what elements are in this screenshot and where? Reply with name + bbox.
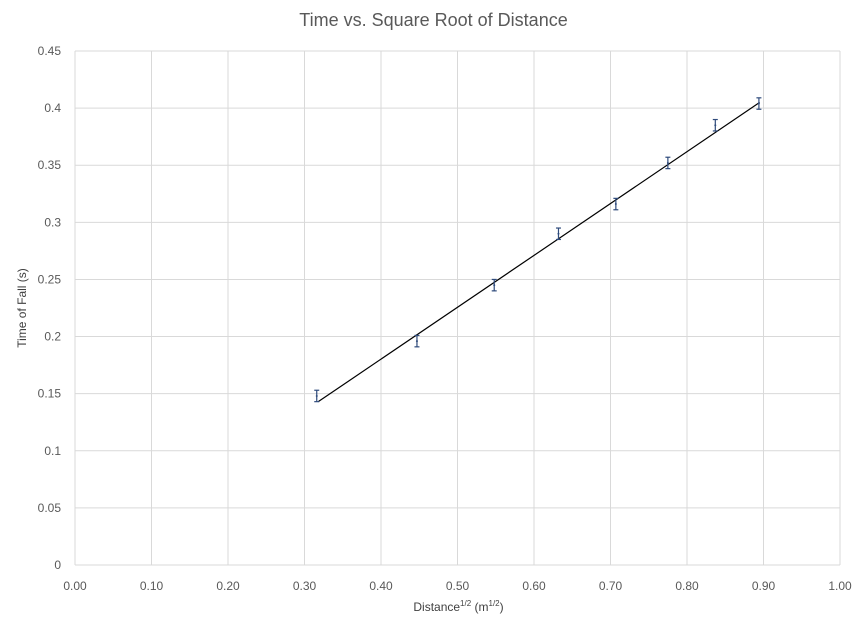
data-point	[714, 124, 717, 127]
x-tick-label: 0.00	[63, 579, 87, 593]
y-tick-label: 0.2	[44, 330, 61, 344]
data-point	[493, 284, 496, 287]
x-axis-label-unit-sup: 1/2	[488, 599, 500, 608]
x-tick-label: 0.30	[293, 579, 317, 593]
y-tick-label: 0	[54, 558, 61, 572]
x-axis-label-main-sup: 1/2	[460, 599, 472, 608]
y-tick-label: 0.1	[44, 444, 61, 458]
y-tick-label: 0.3	[44, 215, 61, 229]
x-tick-label: 0.80	[675, 579, 699, 593]
data-point	[666, 161, 669, 164]
x-tick-label: 0.60	[522, 579, 546, 593]
x-tick-label: 1.00	[828, 579, 852, 593]
x-axis-label-unit-open: (m	[471, 600, 489, 614]
x-tick-label: 0.50	[446, 579, 470, 593]
x-tick-label: 0.40	[369, 579, 393, 593]
chart-title: Time vs. Square Root of Distance	[299, 10, 568, 30]
data-point	[614, 203, 617, 206]
y-tick-label: 0.35	[38, 158, 62, 172]
y-tick-label: 0.05	[38, 501, 62, 515]
x-tick-label: 0.90	[752, 579, 776, 593]
y-tick-label: 0.25	[38, 272, 62, 286]
y-tick-label: 0.45	[38, 44, 62, 58]
y-tick-label: 0.4	[44, 101, 61, 115]
x-axis-label-main: Distance	[413, 600, 461, 614]
y-tick-label: 0.15	[38, 387, 62, 401]
x-axis-label: Distance1/2 (m1/2)	[0, 599, 867, 614]
x-tick-label: 0.20	[216, 579, 240, 593]
data-point	[757, 102, 760, 105]
x-axis-label-unit-close: )	[499, 600, 504, 614]
x-tick-label: 0.10	[140, 579, 164, 593]
data-point	[315, 394, 318, 397]
trendline	[317, 101, 761, 403]
x-tick-label: 0.70	[599, 579, 623, 593]
data-point	[557, 232, 560, 235]
data-point	[415, 340, 418, 343]
